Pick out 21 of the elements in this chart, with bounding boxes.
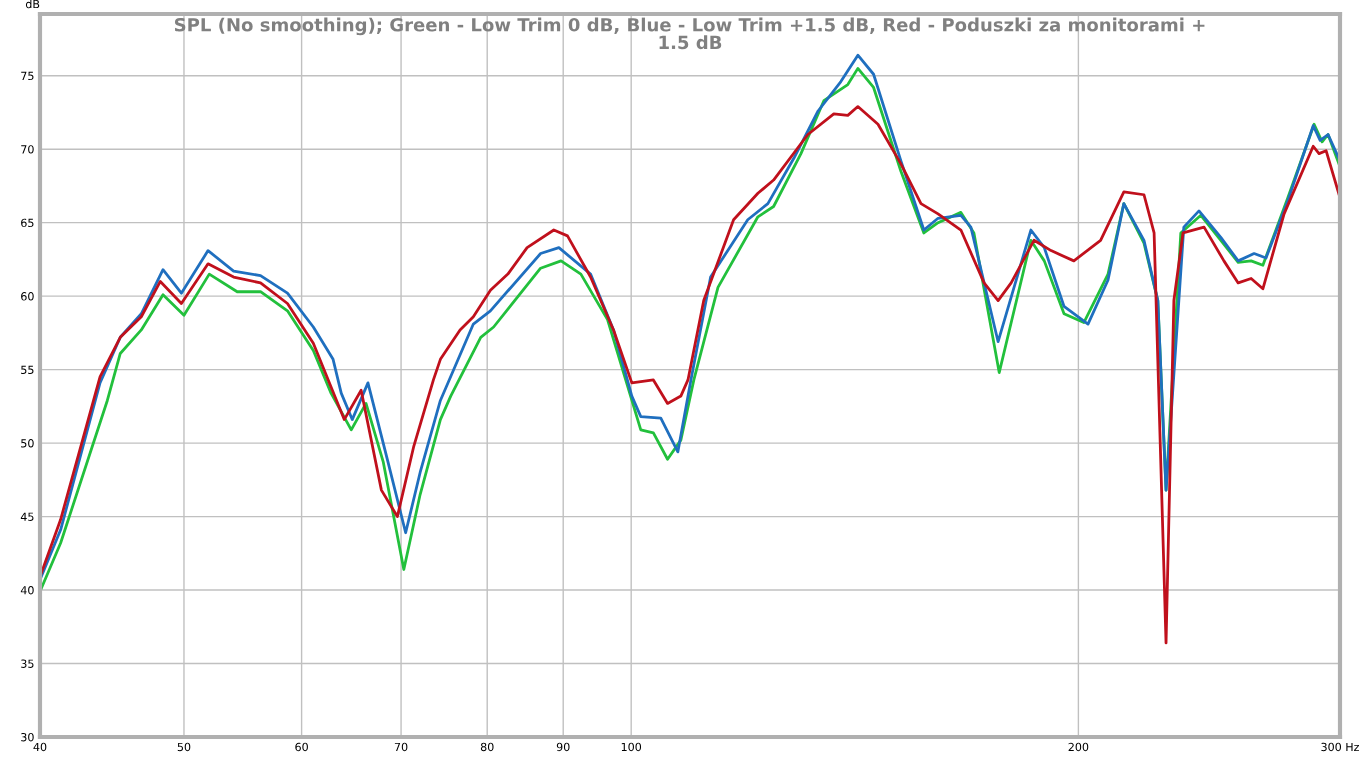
y-tick-label: 60: [21, 292, 34, 301]
y-tick-label: 35: [21, 659, 34, 668]
x-tick-label: 60: [295, 742, 308, 752]
y-axis-title: dB: [25, 0, 40, 9]
y-tick-label: 30: [21, 732, 34, 742]
x-tick-label: 70: [394, 742, 408, 752]
x-tick-label: 90: [556, 742, 570, 752]
y-tick-label: 55: [21, 365, 34, 374]
x-tick-label: 50: [177, 742, 191, 752]
y-tick-label: 65: [21, 218, 34, 228]
y-tick-label: 75: [21, 71, 34, 81]
y-tick-label: 70: [21, 145, 34, 154]
y-tick-label: 50: [21, 439, 34, 448]
x-tick-label: 80: [480, 742, 494, 752]
x-tick-label: 300 Hz: [1321, 742, 1359, 752]
x-tick-label: 40: [33, 742, 47, 752]
x-tick-label: 200: [1068, 742, 1089, 752]
y-tick-label: 40: [20, 586, 34, 595]
x-tick-label: 100: [621, 742, 642, 752]
y-tick-label: 45: [20, 512, 34, 521]
text: SPL (No smoothing); Green - Low Trim 0 dB, Blue - Low Trim +1.5 dB, Red - Poduszki za monitorami + 1.5 dB: [174, 17, 1205, 50]
